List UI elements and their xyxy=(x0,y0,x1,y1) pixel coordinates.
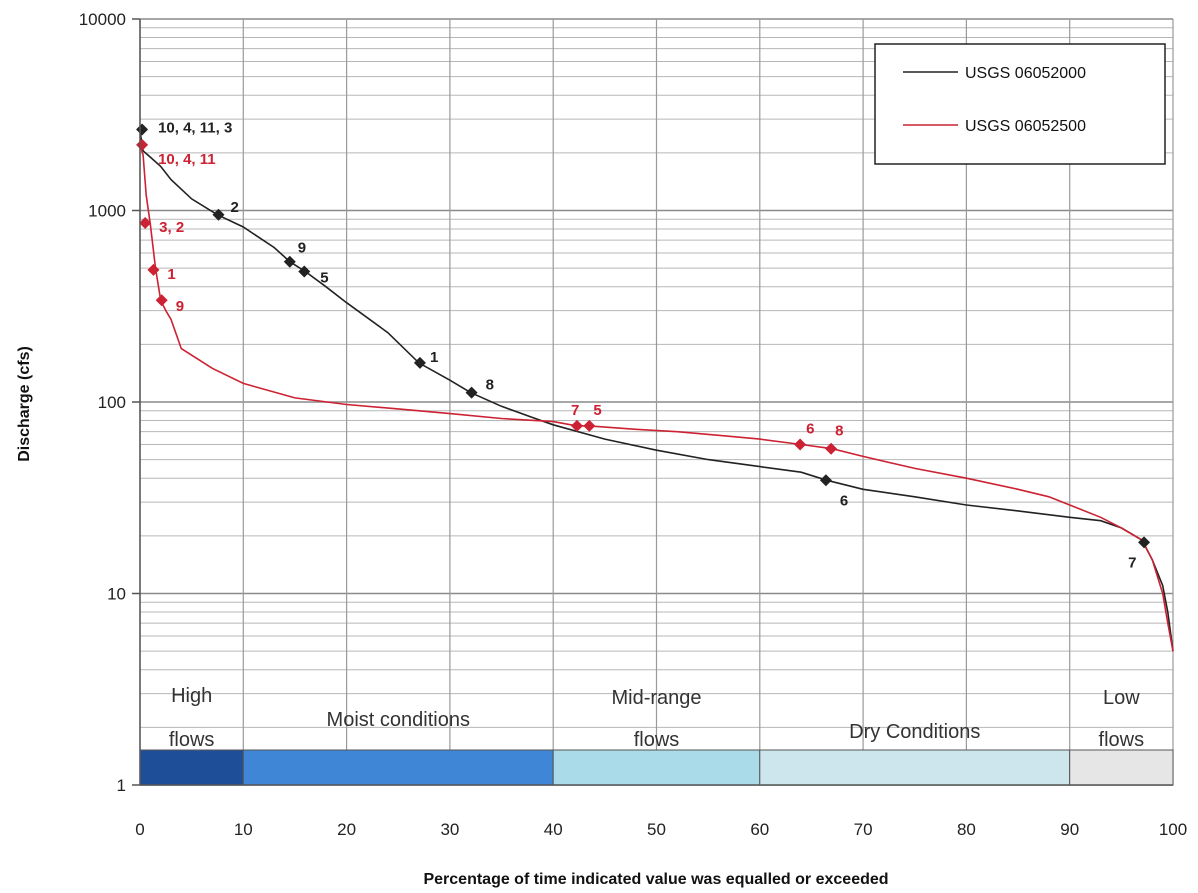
x-tick-label: 0 xyxy=(135,820,144,839)
x-tick-label: 10 xyxy=(234,820,253,839)
data-point-label: 7 xyxy=(571,402,579,419)
flow-zone-label: flows xyxy=(634,729,680,751)
axes: 1 10 100 1000 10000 0 10 20 30 40 50 60 70 80 90 100 xyxy=(79,10,1187,839)
x-tick-label: 90 xyxy=(1060,820,1079,839)
data-point-marker xyxy=(283,255,296,268)
data-point-marker xyxy=(298,265,311,278)
flow-zone-label: flows xyxy=(1099,729,1145,751)
data-point-label: 6 xyxy=(806,420,814,437)
flow-zone-label: flows xyxy=(169,729,215,751)
x-tick-label: 100 xyxy=(1159,820,1187,839)
legend-box xyxy=(874,43,1166,165)
flow-zone-label: Mid-range xyxy=(611,687,701,709)
flow-zone-bar xyxy=(139,749,244,786)
data-point-label: 9 xyxy=(298,240,306,257)
flow-zone-label: Moist conditions xyxy=(327,709,470,731)
data-point-marker xyxy=(465,386,478,399)
x-tick-label: 20 xyxy=(337,820,356,839)
data-point-marker xyxy=(570,419,583,432)
data-point-label: 8 xyxy=(486,377,494,394)
y-tick-label: 1000 xyxy=(88,202,126,221)
data-point-label: 6 xyxy=(840,492,848,509)
x-tick-label: 80 xyxy=(957,820,976,839)
data-point-label: 1 xyxy=(167,266,175,283)
x-tick-label: 40 xyxy=(544,820,563,839)
data-point-marker xyxy=(819,474,832,487)
flow-zone-bar xyxy=(1069,749,1174,786)
data-point-marker xyxy=(136,138,149,151)
data-point-label: 1 xyxy=(430,349,438,366)
flow-zone-label: Low xyxy=(1103,687,1140,709)
series-line xyxy=(139,144,1174,652)
data-point-label: 8 xyxy=(835,423,843,440)
data-point-marker xyxy=(136,123,149,136)
x-tick-label: 70 xyxy=(854,820,873,839)
data-point-marker xyxy=(413,356,426,369)
data-point-marker xyxy=(155,294,168,307)
y-tick-label: 10 xyxy=(107,585,126,604)
flow-zone-bar xyxy=(759,749,1071,786)
grid-lines xyxy=(139,18,1174,786)
data-point-label: 5 xyxy=(593,402,601,419)
y-tick-label: 10000 xyxy=(79,10,126,29)
x-tick-label: 30 xyxy=(440,820,459,839)
data-point-marker xyxy=(794,438,807,451)
flow-zone-bar xyxy=(242,749,554,786)
data-point-label: 9 xyxy=(176,298,184,315)
legend-label-06052500: USGS 06052500 xyxy=(965,118,1086,135)
flow-zone-bar xyxy=(552,749,761,786)
x-tick-label: 50 xyxy=(647,820,666,839)
flow-zone-label: High xyxy=(171,685,212,707)
y-axis-title: Discharge (cfs) xyxy=(16,346,33,462)
data-point-marker xyxy=(825,442,838,455)
data-point-label: 5 xyxy=(320,270,328,287)
flow-zone-label: Dry Conditions xyxy=(849,721,980,743)
data-point-marker xyxy=(139,217,152,230)
data-point-marker xyxy=(1138,536,1151,549)
x-tick-label: 60 xyxy=(750,820,769,839)
data-point-label: 2 xyxy=(231,199,239,216)
data-point-marker xyxy=(212,208,225,221)
data-point-marker xyxy=(583,419,596,432)
y-tick-label: 1 xyxy=(117,776,126,795)
data-point-label: 3, 2 xyxy=(159,219,184,236)
flow-zones: High flows Moist conditions Mid-range flows D… xyxy=(139,685,1174,786)
data-point-marker xyxy=(147,263,160,276)
data-point-label: 10, 4, 11 xyxy=(158,151,216,168)
data-point-label: 7 xyxy=(1128,554,1136,571)
legend-label-06052000: USGS 06052000 xyxy=(965,65,1086,82)
legend: USGS 06052000 USGS 06052500 xyxy=(874,43,1166,165)
data-point-label: 10, 4, 11, 3 xyxy=(158,119,232,136)
x-axis-title: Percentage of time indicated value was e… xyxy=(423,871,888,888)
y-tick-label: 100 xyxy=(98,393,126,412)
